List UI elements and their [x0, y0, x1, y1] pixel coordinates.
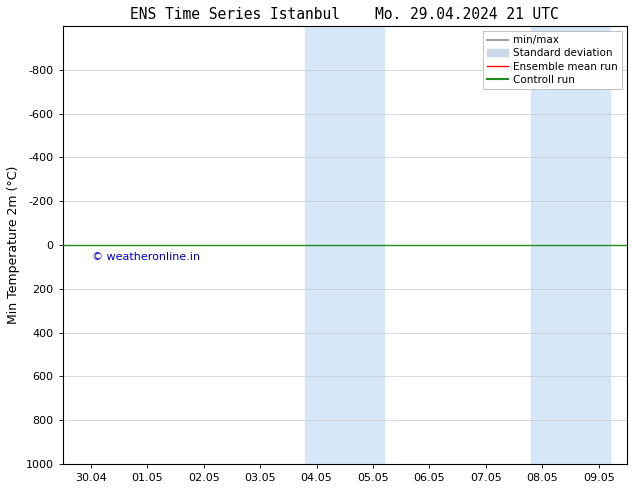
Title: ENS Time Series Istanbul    Mo. 29.04.2024 21 UTC: ENS Time Series Istanbul Mo. 29.04.2024 …	[131, 7, 559, 22]
Legend: min/max, Standard deviation, Ensemble mean run, Controll run: min/max, Standard deviation, Ensemble me…	[482, 31, 622, 89]
Y-axis label: Min Temperature 2m (°C): Min Temperature 2m (°C)	[7, 166, 20, 324]
Bar	[306, 26, 384, 464]
Text: © weatheronline.in: © weatheronline.in	[92, 251, 200, 262]
Bar	[531, 26, 610, 464]
